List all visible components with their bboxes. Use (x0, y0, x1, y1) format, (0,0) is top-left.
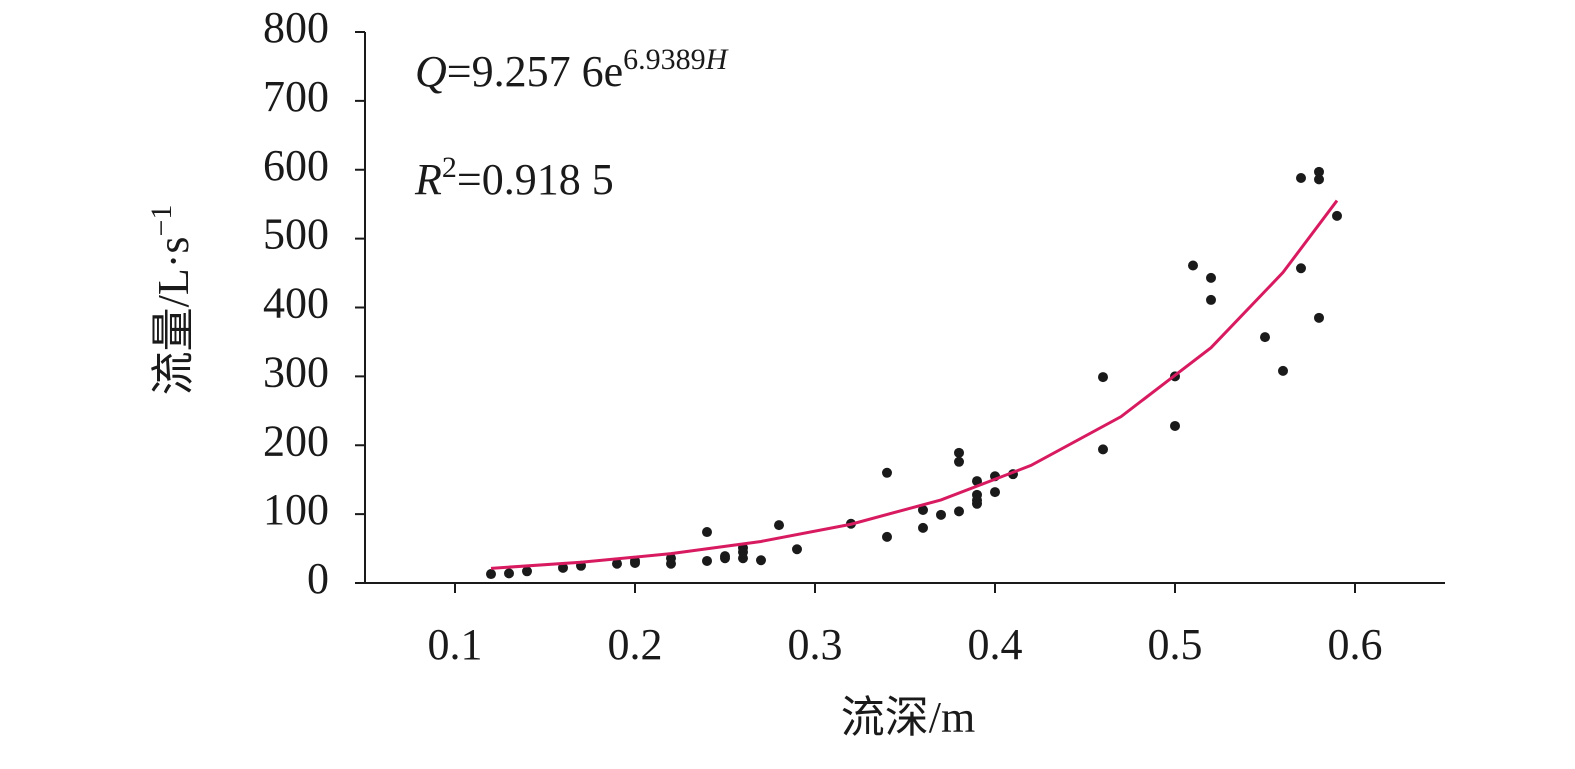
point (1170, 420, 1180, 431)
y-label: 流量/L·s−1 (145, 205, 198, 396)
x-tick-label: 0.2 (608, 620, 663, 669)
x-tick-label: 0.4 (968, 620, 1023, 669)
eq-var: Q (415, 47, 447, 96)
point (1296, 263, 1306, 274)
point (1098, 444, 1108, 455)
point (486, 569, 496, 580)
point (774, 520, 784, 531)
point (918, 504, 928, 515)
point (1332, 210, 1342, 221)
point (1098, 372, 1108, 383)
point (954, 447, 964, 458)
point (504, 568, 514, 579)
y-tick-label: 0 (307, 554, 329, 603)
point (972, 498, 982, 509)
point (522, 566, 532, 577)
y-label-sup: −1 (145, 205, 178, 237)
point (918, 522, 928, 533)
point (720, 551, 730, 562)
point (702, 555, 712, 566)
point (612, 558, 622, 569)
point (882, 531, 892, 542)
point (1260, 332, 1270, 343)
r2-var: R (414, 155, 442, 204)
point (990, 487, 1000, 498)
eq-exp-var: H (705, 43, 730, 76)
x-tick-label: 0.5 (1148, 620, 1203, 669)
y-tick-label: 600 (263, 141, 329, 190)
point (954, 506, 964, 517)
point (972, 476, 982, 487)
y-tick-label: 800 (263, 3, 329, 52)
y-tick-label: 500 (263, 210, 329, 259)
point (1314, 174, 1324, 185)
point (666, 553, 676, 564)
point (702, 527, 712, 538)
point (1314, 312, 1324, 323)
fit-curve (490, 199, 1339, 570)
point (1188, 260, 1198, 271)
x-label: 流深/m (841, 693, 975, 742)
y-tick-label: 200 (263, 416, 329, 465)
point (792, 544, 802, 555)
point (1206, 272, 1216, 283)
x-tick-label: 0.6 (1328, 620, 1383, 669)
r2-val: =0.918 5 (457, 155, 614, 204)
y-tick-label: 300 (263, 347, 329, 396)
point (1314, 166, 1324, 177)
equation: Q=9.257 6e6.9389H (415, 43, 730, 96)
point (756, 555, 766, 566)
y-tick-label: 700 (263, 72, 329, 121)
point (882, 467, 892, 478)
x-tick-label: 0.3 (788, 620, 843, 669)
r2-sup: 2 (442, 151, 457, 184)
point (558, 562, 568, 573)
eq-exp: 6.9389 (623, 43, 706, 76)
point (936, 509, 946, 520)
point (1278, 365, 1288, 376)
eq-coef: =9.257 6e (447, 47, 623, 96)
point (954, 456, 964, 467)
r2: R2=0.918 5 (414, 151, 614, 204)
x-tick-label: 0.1 (428, 620, 483, 669)
point (1206, 294, 1216, 305)
y-tick-label: 400 (263, 279, 329, 328)
y-label-main: 流量/L·s (149, 237, 198, 396)
point (1296, 173, 1306, 184)
y-tick-label: 100 (263, 485, 329, 534)
